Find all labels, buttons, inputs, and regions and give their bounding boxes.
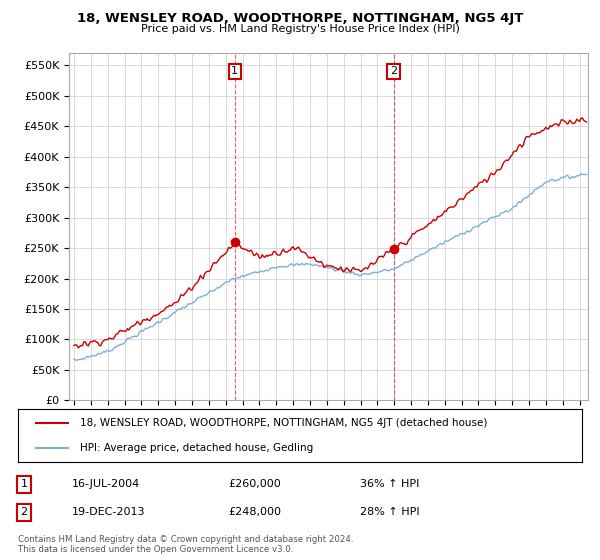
Text: 36% ↑ HPI: 36% ↑ HPI — [360, 479, 419, 489]
Text: 18, WENSLEY ROAD, WOODTHORPE, NOTTINGHAM, NG5 4JT: 18, WENSLEY ROAD, WOODTHORPE, NOTTINGHAM… — [77, 12, 523, 25]
Text: 2: 2 — [390, 67, 397, 77]
Text: £260,000: £260,000 — [228, 479, 281, 489]
Text: HPI: Average price, detached house, Gedling: HPI: Average price, detached house, Gedl… — [80, 442, 313, 452]
Text: 1: 1 — [20, 479, 28, 489]
Text: 18, WENSLEY ROAD, WOODTHORPE, NOTTINGHAM, NG5 4JT (detached house): 18, WENSLEY ROAD, WOODTHORPE, NOTTINGHAM… — [80, 418, 487, 428]
Text: 16-JUL-2004: 16-JUL-2004 — [72, 479, 140, 489]
Text: Contains HM Land Registry data © Crown copyright and database right 2024.: Contains HM Land Registry data © Crown c… — [18, 535, 353, 544]
Text: 1: 1 — [232, 67, 238, 77]
Text: 28% ↑ HPI: 28% ↑ HPI — [360, 507, 419, 517]
Text: 19-DEC-2013: 19-DEC-2013 — [72, 507, 146, 517]
Text: 2: 2 — [20, 507, 28, 517]
Text: This data is licensed under the Open Government Licence v3.0.: This data is licensed under the Open Gov… — [18, 545, 293, 554]
Text: £248,000: £248,000 — [228, 507, 281, 517]
Text: Price paid vs. HM Land Registry's House Price Index (HPI): Price paid vs. HM Land Registry's House … — [140, 24, 460, 34]
